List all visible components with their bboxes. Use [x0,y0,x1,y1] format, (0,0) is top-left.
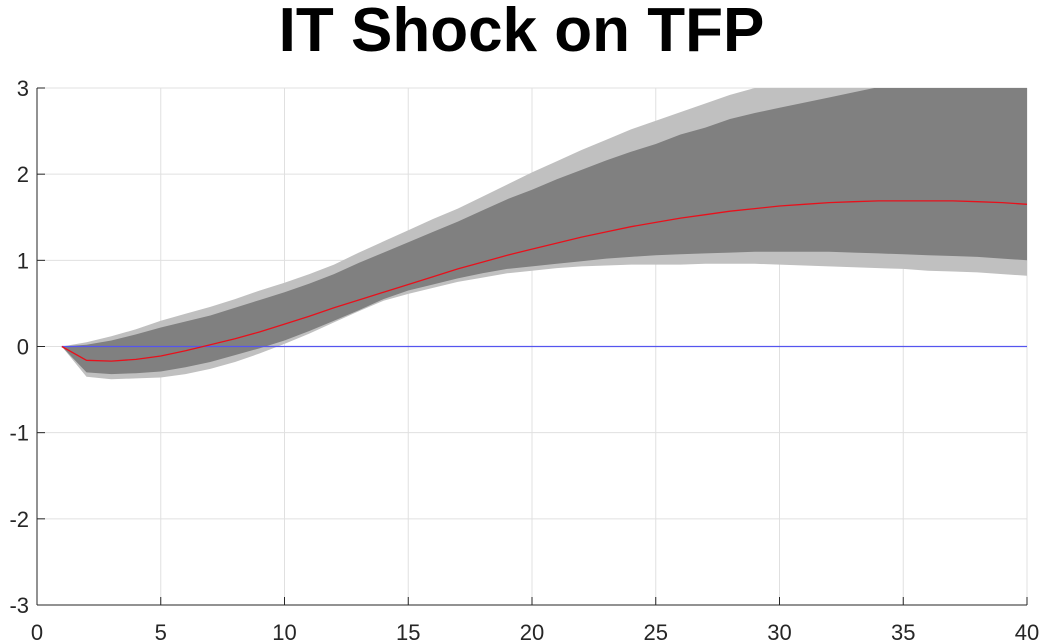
x-tick-label: 40 [1015,620,1039,643]
confidence-bands [61,88,1027,380]
inner-confidence-band [61,88,1027,375]
tick-labels: 0 5 10 15 20 25 30 35 40 -3 -2 -1 0 1 2 3 [9,76,1039,643]
x-tick-label: 25 [644,620,668,643]
y-tick-label: 1 [17,248,29,273]
y-tick-label: -1 [9,421,29,446]
x-tick-label: 0 [31,620,43,643]
chart-title: IT Shock on TFP [278,0,765,65]
x-tick-label: 35 [891,620,915,643]
y-tick-label: -3 [9,593,29,618]
x-tick-label: 10 [272,620,296,643]
x-tick-label: 15 [396,620,420,643]
axes [36,87,1028,606]
series-lines [61,200,1027,362]
median-line [61,200,1027,362]
x-tick-label: 30 [767,620,791,643]
x-tick-label: 5 [155,620,167,643]
y-tick-label: 0 [17,335,29,360]
y-tick-label: 3 [17,76,29,101]
x-tick-label: 20 [520,620,544,643]
y-tick-label: -2 [9,507,29,532]
y-tick-label: 2 [17,162,29,187]
